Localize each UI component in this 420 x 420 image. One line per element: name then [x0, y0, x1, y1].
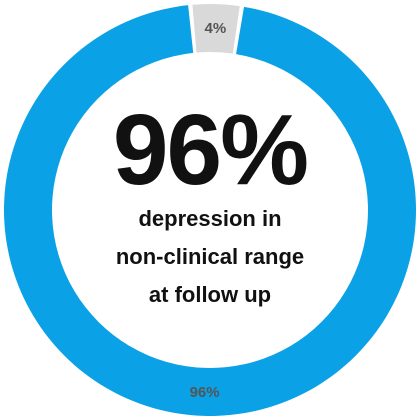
slice-other [192, 3, 240, 54]
slice-labels: 4% 96% [190, 20, 227, 401]
donut-slices [4, 3, 416, 416]
slice-label-other: 4% [205, 20, 227, 37]
slice-label-non-clinical: 96% [190, 384, 220, 401]
headline-percentage: 96% [112, 94, 309, 206]
caption-line-1: depression in [138, 206, 282, 231]
caption-line-3: at follow up [148, 282, 272, 307]
caption-line-2: non-clinical range [115, 244, 305, 269]
center-annotation: 96% depression in non-clinical range at … [60, 100, 360, 314]
